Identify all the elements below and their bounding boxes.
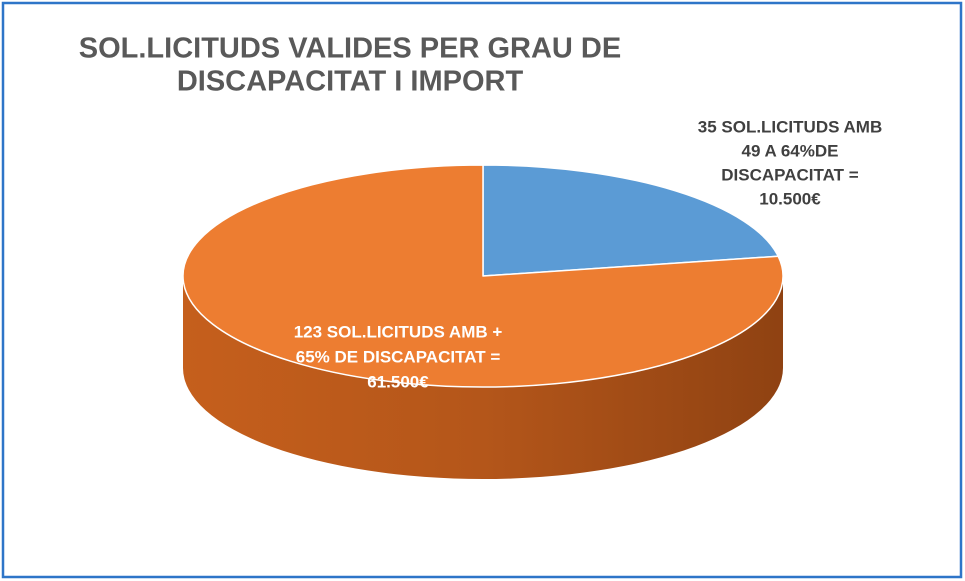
data-label: 123 SOL.LICITUDS AMB +	[294, 322, 503, 341]
data-label: 65% DE DISCAPACITAT =	[296, 347, 501, 366]
slice-side	[183, 276, 783, 479]
slice	[482, 164, 779, 277]
data-label: 61.500€	[367, 372, 429, 391]
data-label: 10.500€	[759, 189, 821, 208]
slice	[182, 164, 784, 388]
data-label: 35 SOL.LICITUDS AMB	[698, 117, 883, 136]
chart-title: DISCAPACITAT I IMPORT	[177, 66, 524, 98]
data-label: 49 A 64%DE	[741, 141, 838, 160]
chart-title: SOL.LICITUDS VALIDES PER GRAU DE	[79, 33, 621, 65]
data-label: DISCAPACITAT =	[721, 165, 858, 184]
